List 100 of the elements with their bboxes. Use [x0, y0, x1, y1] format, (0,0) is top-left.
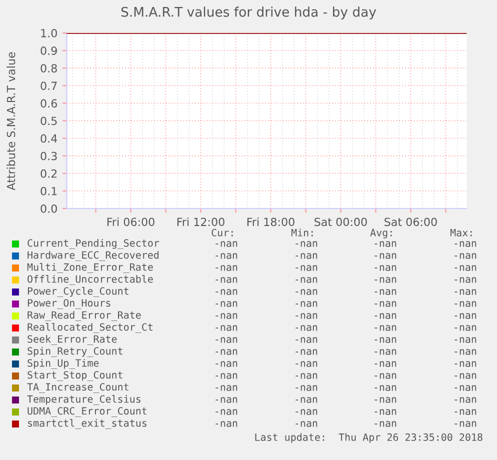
text: -nan	[296, 313, 318, 319]
legend-label: Spin_Retry_Count	[28, 347, 122, 357]
x-tick-label: Sat 00:00	[314, 218, 367, 226]
text: -nan	[454, 373, 476, 379]
text: -nan	[296, 373, 318, 379]
text: -nan	[296, 337, 318, 343]
y-tick-label: 0.9	[40, 46, 57, 55]
text: -nan	[296, 241, 318, 247]
text: -nan	[216, 277, 238, 283]
y-tick-label: 0.2	[40, 169, 57, 178]
y-tick-label: 0.8	[40, 64, 57, 72]
text: -nan	[454, 253, 476, 259]
text: -nan	[216, 253, 238, 259]
text: -nan	[296, 361, 318, 367]
text: Cur:	[212, 228, 233, 236]
text: -nan	[374, 361, 396, 367]
text: -nan	[454, 277, 476, 283]
text: -nan	[296, 253, 318, 259]
text: Last update: Thu Apr 26 23:35:00 2018	[255, 433, 482, 443]
text: -nan	[374, 421, 396, 427]
text: -nan	[296, 397, 318, 403]
text: -nan	[296, 301, 318, 307]
legend-label: Hardware_ECC_Recovered	[28, 251, 159, 261]
y-tick-label: 0.0	[40, 204, 57, 213]
legend-label: TA_Increase_Count	[27, 383, 128, 393]
text: -nan	[216, 289, 238, 295]
text: -nan	[454, 241, 476, 247]
y-tick-label: 0.5	[40, 116, 57, 126]
text: -nan	[216, 421, 238, 427]
y-tick-label: 0.1	[40, 186, 57, 196]
text: Max:	[450, 228, 472, 236]
x-tick-label: Sat 06:00	[384, 218, 437, 226]
legend-label: Start_Stop_Count	[28, 371, 122, 381]
text: -nan	[454, 325, 476, 331]
text: -nan	[374, 301, 396, 307]
text: -nan	[216, 241, 238, 247]
text: -nan	[216, 409, 238, 415]
text: -nan	[374, 337, 396, 343]
text: -nan	[454, 385, 476, 391]
text: -nan	[296, 277, 318, 283]
text: -nan	[216, 361, 238, 367]
text: -nan	[454, 301, 476, 307]
text: -nan	[296, 409, 318, 415]
legend-label: Power_On_Hours	[28, 299, 110, 309]
text: -nan	[216, 373, 238, 379]
text: Avg:	[370, 228, 392, 238]
text: -nan	[296, 385, 318, 391]
x-tick-label: Fri 18:00	[247, 218, 294, 226]
text: -nan	[216, 397, 238, 403]
text: -nan	[374, 349, 396, 355]
text: -nan	[216, 385, 238, 391]
text: -nan	[454, 313, 476, 319]
text: -nan	[374, 289, 396, 295]
text: -nan	[454, 337, 476, 343]
text: -nan	[216, 349, 238, 355]
chart-title: S.M.A.R.T values for drive hda - by day	[121, 6, 376, 20]
text: -nan	[374, 397, 396, 403]
legend-label: smartctl_exit_status	[28, 418, 146, 430]
text: -nan	[216, 265, 238, 271]
text: -nan	[216, 301, 238, 307]
legend-label: Spin_Up_Time	[28, 359, 99, 369]
text: -nan	[454, 361, 476, 367]
legend-label: Raw_Read_Error_Rate	[28, 311, 141, 321]
text: -nan	[454, 397, 476, 403]
legend-label: Seek_Error_Rate	[28, 335, 117, 345]
y-tick-label: 0.3	[40, 152, 57, 160]
text: -nan	[374, 253, 396, 259]
text: Min:	[291, 228, 313, 236]
text: -nan	[374, 277, 396, 283]
text: -nan	[216, 313, 238, 319]
y-axis-title: Attribute S.M.A.R.T value	[6, 52, 16, 190]
x-tick-label: Fri 12:00	[177, 218, 224, 226]
text: -nan	[454, 265, 476, 271]
text: -nan	[216, 337, 238, 343]
text: -nan	[374, 313, 396, 319]
y-tick-label: 0.7	[40, 82, 57, 90]
legend-label: Offline_Uncorrectable	[28, 274, 153, 286]
text: -nan	[296, 349, 318, 355]
legend-label: Power_Cycle_Count	[28, 286, 128, 298]
y-tick-label: 0.6	[40, 99, 57, 108]
legend-label: Temperature_Celsius	[27, 394, 140, 406]
text: -nan	[454, 409, 476, 415]
text: -nan	[296, 421, 318, 427]
legend-label: Current_Pending_Sector	[28, 239, 160, 249]
text: -nan	[374, 373, 396, 379]
text: -nan	[296, 325, 318, 331]
text: -nan	[454, 421, 476, 427]
text: -nan	[454, 289, 476, 295]
legend-label: UDMA_CRC_Error_Count	[28, 407, 146, 417]
y-tick-label: 1.0	[41, 28, 57, 38]
text: -nan	[374, 265, 396, 271]
y-tick-label: 0.4	[40, 134, 58, 143]
x-tick-label: Fri 06:00	[107, 218, 154, 226]
legend-label: Reallocated_Sector_Ct	[28, 322, 152, 334]
text: -nan	[374, 409, 396, 415]
text: -nan	[374, 241, 396, 247]
text: -nan	[374, 385, 396, 391]
text: -nan	[296, 265, 318, 271]
legend-label: Multi_Zone_Error_Rate	[27, 262, 153, 274]
text: -nan	[216, 325, 238, 331]
